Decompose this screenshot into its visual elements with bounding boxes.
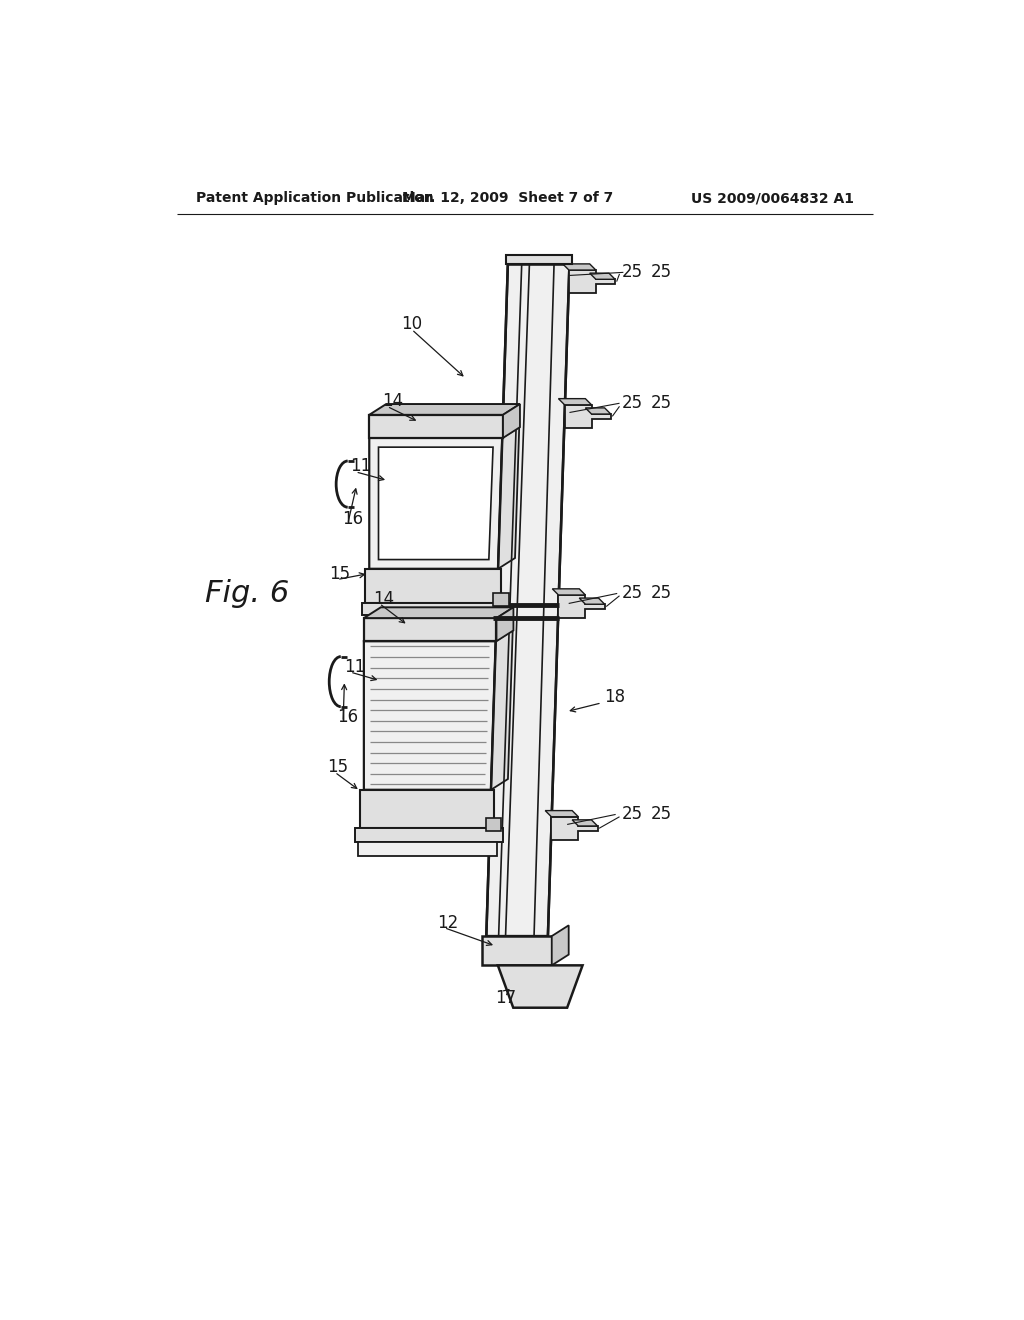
Polygon shape [498, 428, 519, 569]
Text: 25: 25 [622, 264, 643, 281]
Text: US 2009/0064832 A1: US 2009/0064832 A1 [691, 191, 854, 206]
Polygon shape [379, 447, 493, 560]
Polygon shape [486, 818, 502, 830]
Polygon shape [506, 255, 571, 264]
Text: 16: 16 [342, 510, 364, 528]
Text: 16: 16 [337, 708, 358, 726]
Polygon shape [551, 817, 598, 840]
Polygon shape [564, 405, 610, 428]
Polygon shape [497, 607, 513, 642]
Text: 14: 14 [382, 392, 403, 411]
Polygon shape [364, 607, 513, 618]
Polygon shape [552, 589, 586, 595]
Text: Mar. 12, 2009  Sheet 7 of 7: Mar. 12, 2009 Sheet 7 of 7 [402, 191, 613, 206]
Polygon shape [482, 936, 552, 965]
Polygon shape [580, 598, 604, 605]
Text: 15: 15 [327, 758, 348, 776]
Polygon shape [503, 404, 520, 438]
Text: 10: 10 [401, 315, 423, 333]
Text: 14: 14 [373, 590, 394, 607]
Text: 25: 25 [622, 805, 643, 824]
Polygon shape [370, 414, 503, 438]
Text: Fig. 6: Fig. 6 [206, 579, 290, 609]
Text: 11: 11 [350, 458, 372, 475]
Polygon shape [370, 404, 520, 414]
Polygon shape [498, 965, 583, 1007]
Polygon shape [552, 925, 568, 965]
Polygon shape [490, 631, 513, 789]
Text: 12: 12 [437, 913, 459, 932]
Polygon shape [558, 595, 604, 618]
Polygon shape [354, 829, 503, 842]
Polygon shape [494, 594, 509, 606]
Text: 25: 25 [650, 395, 672, 412]
Text: 11: 11 [344, 657, 366, 676]
Polygon shape [486, 264, 569, 936]
Text: 25: 25 [650, 585, 672, 602]
Text: Patent Application Publication: Patent Application Publication [196, 191, 434, 206]
Text: 18: 18 [604, 689, 626, 706]
Polygon shape [572, 820, 598, 826]
Text: 25: 25 [622, 395, 643, 412]
Polygon shape [569, 271, 615, 293]
Polygon shape [563, 264, 596, 271]
Polygon shape [364, 618, 497, 642]
Polygon shape [364, 642, 496, 789]
Text: 15: 15 [330, 565, 350, 583]
Text: 25: 25 [650, 264, 672, 281]
Polygon shape [357, 842, 498, 855]
Polygon shape [545, 810, 579, 817]
Polygon shape [360, 789, 494, 829]
Polygon shape [361, 603, 509, 615]
Text: 25: 25 [650, 805, 672, 824]
Polygon shape [558, 399, 592, 405]
Polygon shape [370, 438, 503, 569]
Polygon shape [590, 273, 615, 280]
Polygon shape [366, 569, 501, 603]
Text: 25: 25 [622, 585, 643, 602]
Text: 17: 17 [495, 989, 516, 1007]
Polygon shape [586, 408, 610, 414]
